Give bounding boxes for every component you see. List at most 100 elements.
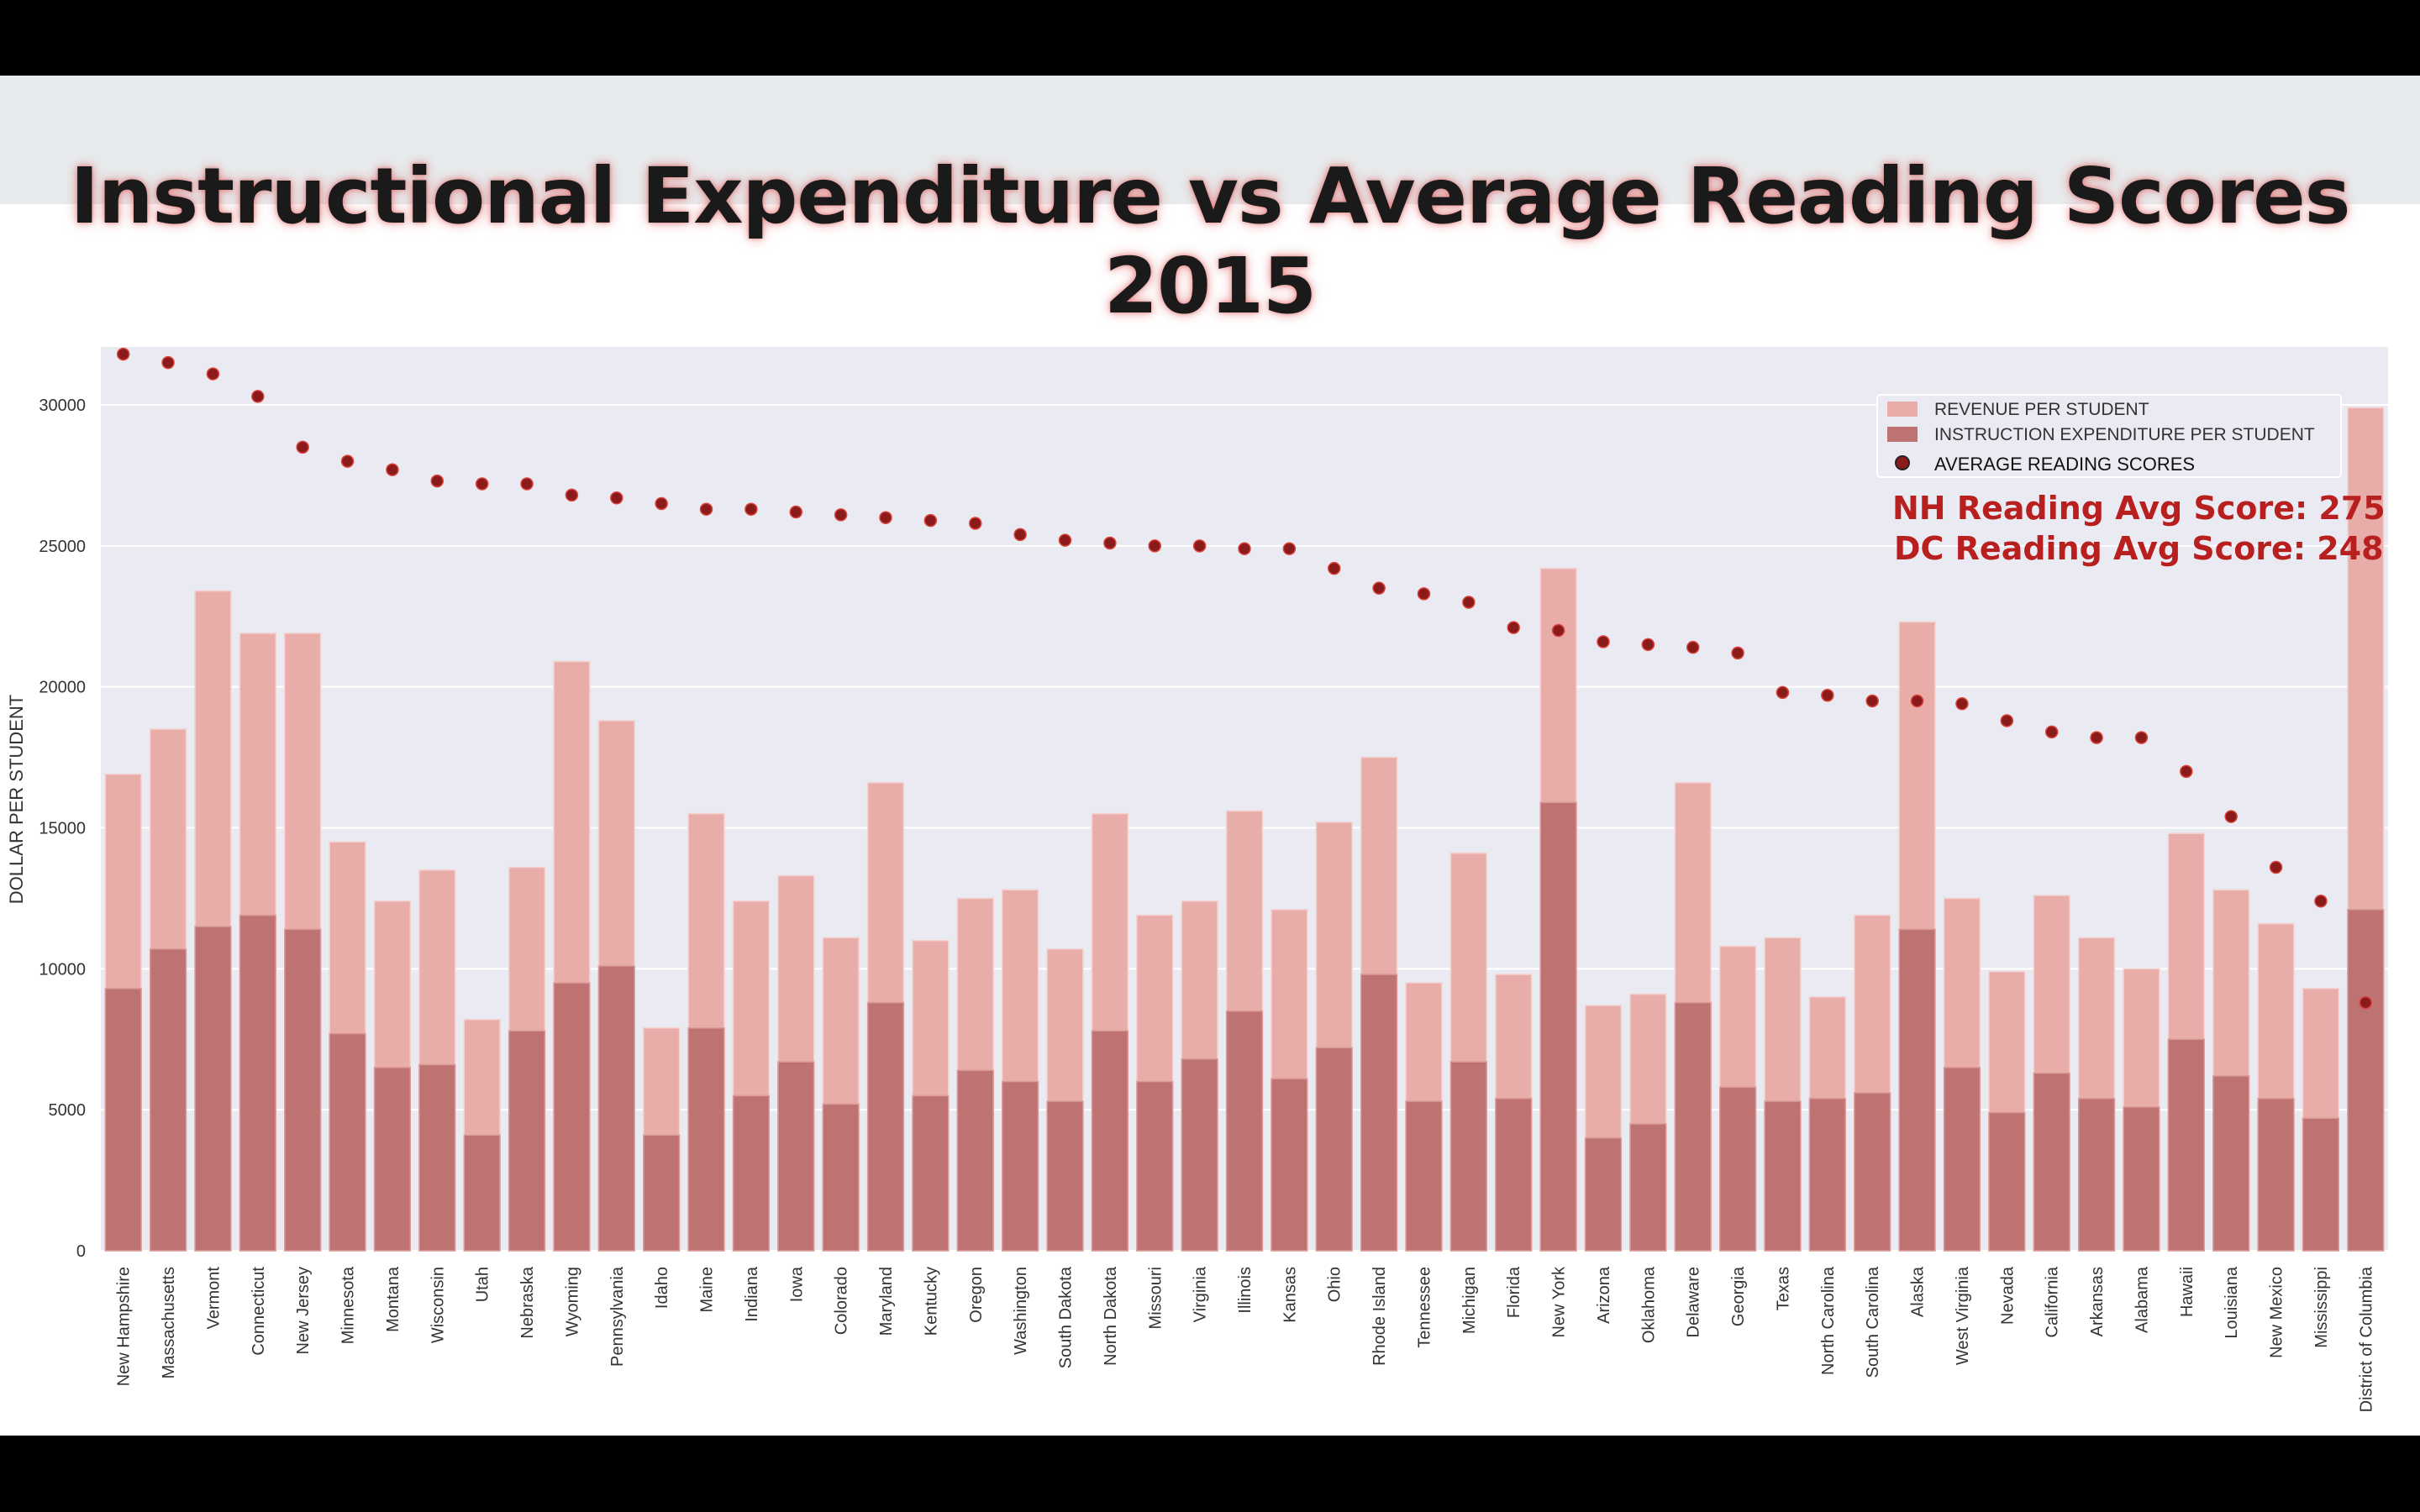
bar-instruction xyxy=(643,1134,681,1252)
bar-instruction xyxy=(1449,1061,1487,1252)
x-tick-label: Indiana xyxy=(743,1266,761,1321)
score-point xyxy=(2134,731,2149,744)
score-point xyxy=(430,474,445,488)
score-point xyxy=(1058,533,1072,547)
score-point xyxy=(1731,646,1744,660)
x-tick-label: Hawaii xyxy=(2178,1267,2196,1317)
score-point xyxy=(565,488,579,502)
x-tick-label: Alaska xyxy=(1909,1266,1928,1317)
bar-instruction xyxy=(1854,1092,1891,1252)
legend-label-revenue: REVENUE PER STUDENT xyxy=(1934,400,2149,419)
score-point xyxy=(2269,860,2283,874)
bar-instruction xyxy=(732,1095,771,1252)
x-tick-label: Rhode Island xyxy=(1370,1267,1389,1366)
x-tick-label: Kentucky xyxy=(922,1267,940,1336)
score-point xyxy=(1776,685,1790,700)
bar-instruction xyxy=(597,965,635,1252)
x-tick-label: Delaware xyxy=(1685,1267,1703,1337)
score-point xyxy=(1507,621,1520,634)
x-tick-label: District of Columbia xyxy=(2357,1266,2375,1412)
x-tick-label: Colorado xyxy=(833,1267,851,1335)
bar-instruction xyxy=(463,1134,501,1252)
score-point xyxy=(2359,995,2373,1010)
x-tick-label: Utah xyxy=(474,1267,492,1302)
x-tick-label: Iowa xyxy=(787,1266,806,1302)
x-tick-label: Tennessee xyxy=(1415,1267,1434,1348)
bar-instruction xyxy=(1405,1100,1443,1252)
x-tick-label: Kansas xyxy=(1281,1267,1299,1323)
score-point xyxy=(1417,587,1431,601)
x-tick-label: Pennsylvania xyxy=(608,1266,627,1367)
bar-instruction xyxy=(1091,1030,1128,1252)
bar-instruction xyxy=(956,1069,994,1252)
score-point xyxy=(2224,810,2238,823)
x-tick-label: South Carolina xyxy=(1864,1266,1882,1378)
x-tick-label: New Mexico xyxy=(2268,1267,2286,1358)
x-tick-label: Michigan xyxy=(1460,1267,1479,1334)
x-tick-label: Vermont xyxy=(204,1267,223,1330)
x-tick-label: Wisconsin xyxy=(429,1267,447,1343)
x-tick-label: Wyoming xyxy=(563,1267,581,1336)
x-tick-label: Arizona xyxy=(1595,1266,1613,1324)
y-tick-label: 5000 xyxy=(49,1101,87,1120)
score-point xyxy=(1910,694,1924,708)
bar-instruction xyxy=(329,1032,366,1252)
x-tick-label: Montana xyxy=(384,1266,402,1332)
score-point xyxy=(1821,688,1834,702)
bar-instruction xyxy=(1943,1067,1981,1252)
x-tick-label: Texas xyxy=(1774,1267,1792,1310)
legend-label-scores: AVERAGE READING SCORES xyxy=(1934,454,2195,475)
bar-instruction xyxy=(777,1061,815,1252)
score-point xyxy=(1372,581,1386,595)
x-tick-label: Maryland xyxy=(877,1267,896,1336)
score-point xyxy=(1282,542,1297,555)
bar-instruction xyxy=(104,988,142,1252)
bar-instruction xyxy=(2167,1038,2205,1252)
bar-instruction xyxy=(194,926,232,1252)
y-tick-label: 25000 xyxy=(39,538,86,556)
bar-instruction xyxy=(1764,1100,1802,1252)
bar-instruction xyxy=(149,948,187,1252)
x-tick-label: New York xyxy=(1550,1266,1569,1337)
score-point xyxy=(475,477,489,491)
score-point xyxy=(2000,714,2014,727)
y-tick-label: 0 xyxy=(76,1242,86,1261)
bar-instruction xyxy=(1629,1123,1667,1252)
bar-instruction xyxy=(1225,1010,1264,1252)
bar-instruction xyxy=(1808,1097,1846,1252)
bar-instruction xyxy=(1584,1137,1623,1252)
x-tick-label: Georgia xyxy=(1729,1266,1748,1326)
score-point xyxy=(1238,542,1251,555)
bar-instruction xyxy=(1315,1047,1353,1252)
x-tick-label: Louisiana xyxy=(2223,1266,2241,1339)
score-point xyxy=(699,502,713,516)
bottom-letterbox xyxy=(0,1436,2420,1512)
chart-title: Instructional Expenditure vs Average Rea… xyxy=(70,151,2351,331)
bar-instruction xyxy=(373,1067,412,1252)
y-axis-label: DOLLAR PER STUDENT xyxy=(6,695,27,904)
score-point xyxy=(206,367,220,381)
x-tick-label: Mississippi xyxy=(2312,1267,2331,1348)
x-tick-label: Illinois xyxy=(1236,1267,1255,1314)
x-tick-label: Minnesota xyxy=(339,1266,358,1344)
bar-instruction xyxy=(912,1095,950,1252)
x-tick-label: California xyxy=(2044,1266,2062,1337)
bar-instruction xyxy=(822,1103,860,1252)
score-point xyxy=(1462,596,1476,609)
bar-instruction xyxy=(1539,801,1577,1252)
x-tick-label: Maine xyxy=(698,1267,717,1312)
bar-instruction xyxy=(418,1063,456,1252)
score-point xyxy=(296,440,309,454)
bar-instruction xyxy=(2257,1097,2295,1252)
x-tick-label: Connecticut xyxy=(250,1267,268,1356)
x-tick-label: Florida xyxy=(1505,1266,1523,1318)
score-point xyxy=(2090,731,2103,744)
annotation-dc: DC Reading Avg Score: 248 xyxy=(1894,530,2384,567)
score-point xyxy=(520,477,534,491)
x-tick-label: South Dakota xyxy=(1057,1266,1076,1368)
bar-instruction xyxy=(2123,1106,2160,1252)
y-tick-label: 20000 xyxy=(39,679,86,697)
y-tick-label: 15000 xyxy=(39,820,86,838)
score-point xyxy=(1148,539,1162,553)
